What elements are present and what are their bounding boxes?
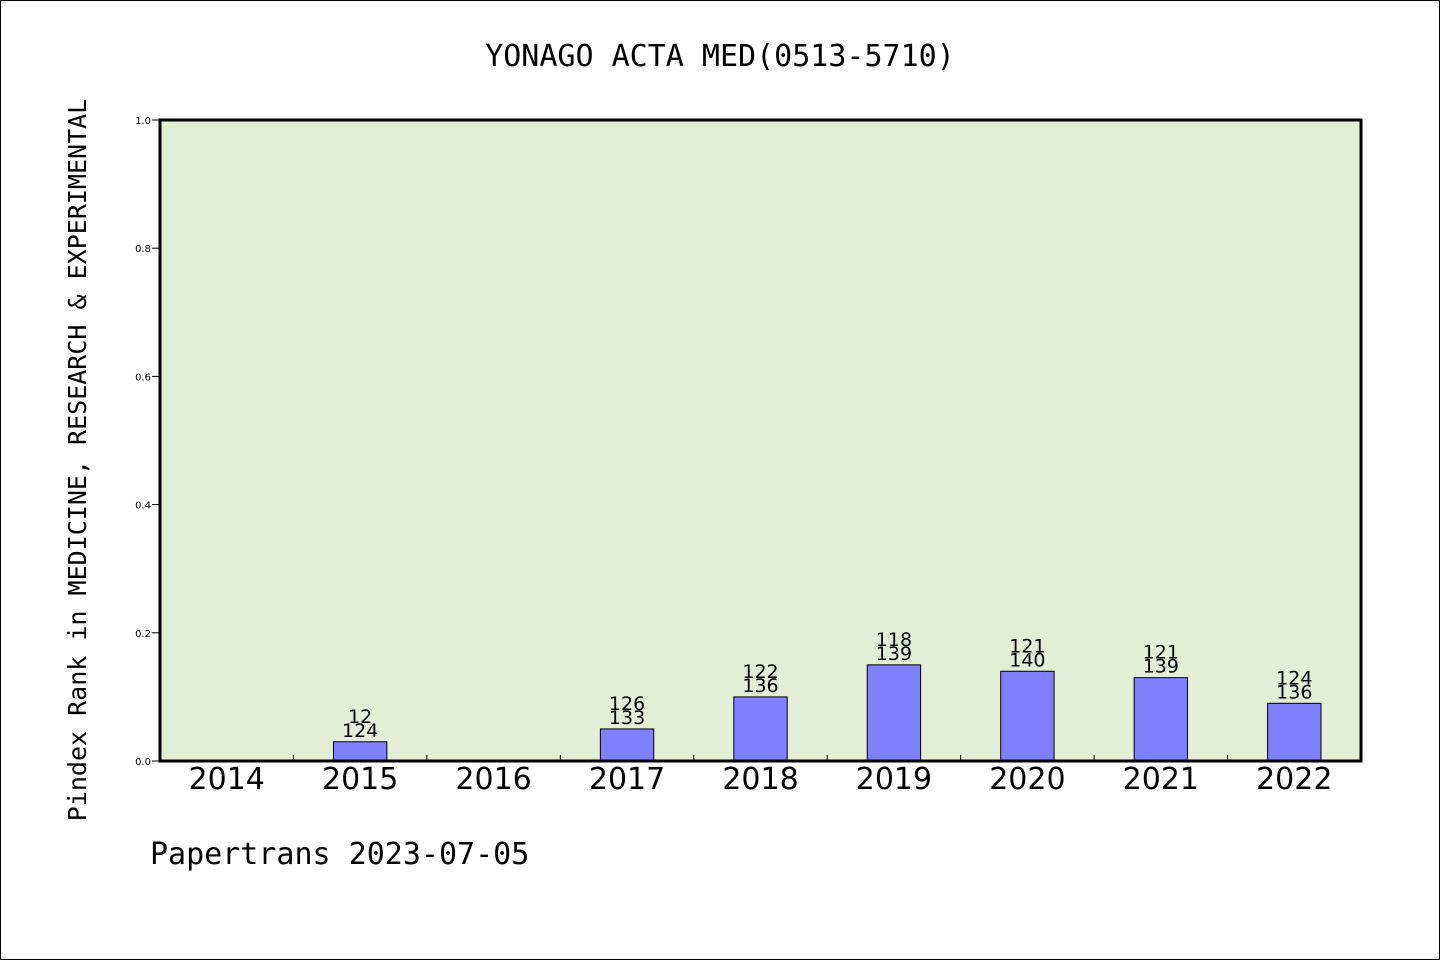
total-label: 136 [742, 675, 778, 697]
footer-text: Papertrans 2023-07-05 [150, 837, 529, 872]
rank-label: 121 [1143, 642, 1179, 664]
bar [866, 664, 922, 762]
bar [1000, 670, 1055, 762]
plot-border [158, 118, 1363, 763]
y-tick-label: 1.0 [135, 116, 151, 127]
total-label: 136 [1276, 681, 1312, 703]
x-tick-label: 2016 [455, 762, 531, 797]
bars-group [332, 664, 1322, 762]
bar [1267, 702, 1322, 762]
bar [599, 728, 655, 762]
rank-label: 126 [609, 693, 645, 715]
total-label: 133 [609, 707, 645, 729]
rank-label: 122 [742, 661, 778, 683]
rank-label: 12 [348, 706, 372, 728]
x-tick-label: 2014 [189, 762, 265, 797]
plot-area [160, 120, 1361, 761]
y-tick-label: 0.0 [135, 757, 151, 768]
total-label: 140 [1009, 649, 1045, 671]
bar [733, 696, 788, 762]
x-tick-label: 2017 [589, 762, 665, 797]
rank-label: 121 [1009, 635, 1045, 657]
x-tick-label: 2018 [722, 762, 798, 797]
total-label: 139 [876, 643, 912, 665]
x-tick-label: 2015 [322, 762, 398, 797]
x-tick-label: 2019 [856, 762, 932, 797]
rank-label: 124 [1276, 667, 1312, 689]
y-tick-label: 0.2 [135, 629, 151, 640]
bar [332, 741, 388, 762]
y-axis-ticks: 0.0 0.2 0.4 0.6 0.8 1.0 [135, 116, 160, 768]
rank-label: 118 [876, 629, 912, 651]
x-tick-label: 2021 [1123, 762, 1199, 797]
y-tick-label: 0.6 [135, 372, 151, 383]
x-tick-label: 2022 [1256, 762, 1332, 797]
y-tick-label: 0.8 [135, 244, 151, 255]
y-tick-label: 0.4 [135, 501, 151, 512]
x-axis-ticks: 2014 2015 2016 2017 2018 2019 2020 2021 2022 [189, 755, 1332, 797]
chart-title: YONAGO ACTA MED(0513-5710) [485, 39, 955, 74]
x-tick-label: 2020 [989, 762, 1065, 797]
total-label: 124 [342, 720, 378, 742]
y-axis-label: Pindex Rank in MEDICINE, RESEARCH & EXPE… [63, 99, 92, 821]
total-label: 139 [1143, 656, 1179, 678]
bar [1133, 677, 1189, 762]
